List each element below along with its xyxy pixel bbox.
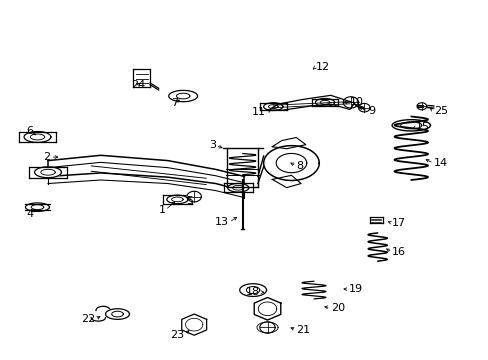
Text: 15: 15 <box>415 122 429 132</box>
Polygon shape <box>416 103 426 110</box>
Polygon shape <box>24 131 51 143</box>
Polygon shape <box>259 322 275 333</box>
Polygon shape <box>358 103 369 112</box>
Polygon shape <box>186 191 201 202</box>
Polygon shape <box>35 167 61 178</box>
Text: 3: 3 <box>208 140 215 150</box>
Polygon shape <box>105 309 129 319</box>
Text: 19: 19 <box>348 284 363 294</box>
Text: 2: 2 <box>43 152 50 162</box>
Text: 16: 16 <box>391 247 405 257</box>
Text: 5: 5 <box>185 196 192 206</box>
Polygon shape <box>254 297 280 320</box>
Text: 21: 21 <box>296 325 310 335</box>
Text: 10: 10 <box>349 98 363 107</box>
Polygon shape <box>263 103 282 111</box>
Polygon shape <box>239 284 266 296</box>
Polygon shape <box>168 90 197 102</box>
Text: 20: 20 <box>330 303 344 313</box>
Text: 17: 17 <box>391 218 406 228</box>
Polygon shape <box>343 97 358 108</box>
Polygon shape <box>268 95 354 110</box>
Text: 1: 1 <box>158 205 165 215</box>
Text: 4: 4 <box>26 208 33 219</box>
Polygon shape <box>25 203 49 211</box>
Polygon shape <box>391 120 429 131</box>
Text: 7: 7 <box>171 98 178 108</box>
Text: 9: 9 <box>367 106 374 116</box>
Polygon shape <box>315 99 334 106</box>
Polygon shape <box>182 314 206 335</box>
Text: 22: 22 <box>81 314 95 324</box>
Text: 12: 12 <box>315 62 329 72</box>
Text: 23: 23 <box>170 329 184 339</box>
Text: 18: 18 <box>245 287 259 297</box>
Polygon shape <box>272 175 301 188</box>
Text: 14: 14 <box>433 158 447 168</box>
Polygon shape <box>227 184 248 192</box>
Text: 6: 6 <box>26 126 33 136</box>
Polygon shape <box>263 146 319 180</box>
Text: 25: 25 <box>433 106 447 116</box>
Polygon shape <box>272 138 305 149</box>
Polygon shape <box>166 195 187 204</box>
Text: 8: 8 <box>296 161 303 171</box>
Text: 11: 11 <box>251 107 265 117</box>
Text: 24: 24 <box>131 80 145 90</box>
Text: 13: 13 <box>215 217 229 227</box>
